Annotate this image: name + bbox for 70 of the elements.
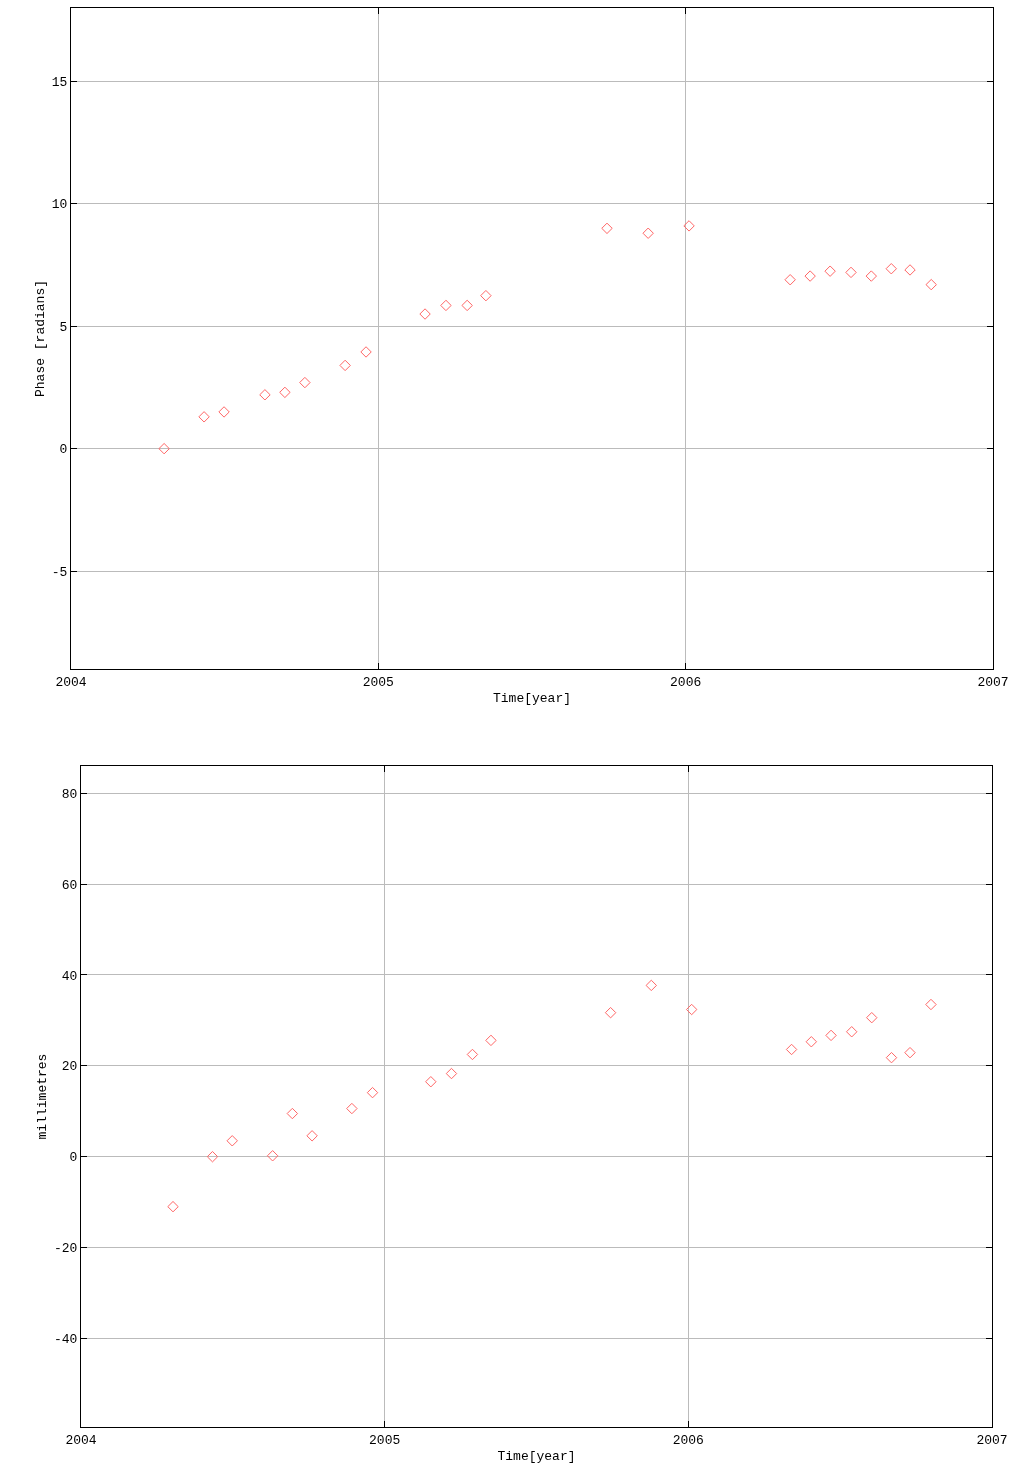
y-axis-title: Phase [radians] xyxy=(32,279,48,398)
point xyxy=(804,270,816,282)
x-axis-title: Time[year] xyxy=(492,691,572,707)
point xyxy=(845,266,857,279)
point xyxy=(865,270,877,282)
y-tick-label: 20 xyxy=(61,1059,78,1075)
point xyxy=(685,1003,698,1016)
point xyxy=(445,1067,458,1080)
point xyxy=(346,1102,358,1115)
x-tick-label: 2005 xyxy=(369,1432,401,1448)
y-tick-label: -40 xyxy=(53,1331,78,1347)
point xyxy=(805,1036,818,1048)
x-tick-label: 2004 xyxy=(65,1432,97,1448)
point xyxy=(306,1130,318,1142)
x-tick-label: 2006 xyxy=(670,674,702,690)
point xyxy=(824,265,836,277)
point xyxy=(825,1029,837,1042)
point xyxy=(360,346,372,358)
point xyxy=(466,1048,479,1061)
point xyxy=(485,1034,497,1047)
y-tick-label: 0 xyxy=(69,1150,78,1166)
y-tick-label: 0 xyxy=(59,442,68,458)
y-tick-label: -20 xyxy=(53,1241,78,1257)
point xyxy=(198,411,210,423)
point xyxy=(299,376,311,389)
point xyxy=(480,289,492,302)
point xyxy=(785,1043,798,1056)
point xyxy=(266,1150,279,1162)
point xyxy=(366,1086,379,1099)
x-tick-label: 2007 xyxy=(977,674,1009,690)
y-tick-label: 5 xyxy=(59,319,68,335)
point xyxy=(339,359,351,372)
x-tick-label: 2005 xyxy=(362,674,394,690)
point xyxy=(885,1051,898,1064)
y-tick-label: 10 xyxy=(51,197,68,213)
point xyxy=(167,1200,179,1213)
y-tick-label: 40 xyxy=(61,968,78,984)
point xyxy=(279,386,291,399)
point xyxy=(286,1107,299,1120)
point xyxy=(226,1135,238,1147)
point xyxy=(601,222,613,235)
point xyxy=(461,299,473,312)
point xyxy=(158,442,170,455)
point xyxy=(259,389,271,401)
point xyxy=(440,299,452,312)
point xyxy=(683,220,695,232)
y-tick-label: 15 xyxy=(51,74,68,90)
point xyxy=(866,1011,878,1024)
point xyxy=(419,308,431,320)
y-tick-label: -5 xyxy=(51,564,68,580)
point xyxy=(218,406,230,418)
point xyxy=(642,227,654,239)
point xyxy=(904,264,916,276)
point xyxy=(925,998,937,1011)
y-tick-label: 60 xyxy=(61,877,78,893)
point xyxy=(846,1026,858,1038)
x-tick-label: 2007 xyxy=(976,1432,1008,1448)
x-axis-title: Time[year] xyxy=(497,1449,576,1465)
x-tick-label: 2006 xyxy=(672,1432,704,1448)
point xyxy=(885,263,897,275)
x-tick-label: 2004 xyxy=(55,674,87,690)
point xyxy=(645,979,657,992)
point xyxy=(604,1006,617,1019)
point xyxy=(904,1046,916,1059)
y-tick-label: 80 xyxy=(61,786,78,802)
point xyxy=(206,1150,219,1163)
y-axis-title: millimetres xyxy=(34,1053,50,1140)
point xyxy=(925,278,937,291)
point xyxy=(425,1076,437,1088)
point xyxy=(784,274,796,286)
